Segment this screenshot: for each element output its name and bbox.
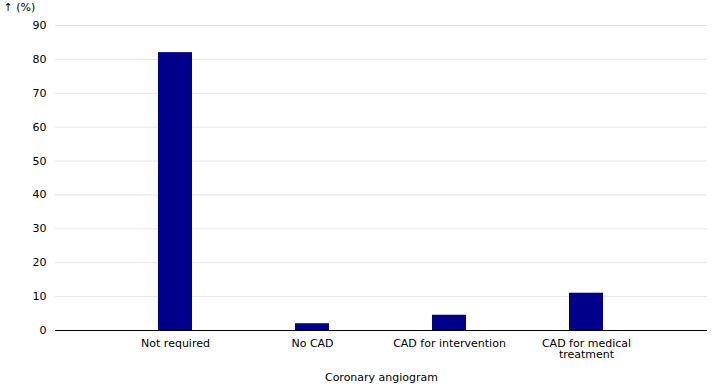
svg-text:0: 0 — [40, 324, 47, 337]
svg-text:No CAD: No CAD — [291, 337, 333, 350]
svg-text:Coronary angiogram: Coronary angiogram — [325, 371, 438, 384]
svg-text:Not required: Not required — [141, 337, 210, 350]
svg-text:80: 80 — [33, 53, 47, 66]
svg-text:90: 90 — [33, 19, 47, 32]
svg-text:40: 40 — [33, 188, 47, 201]
svg-text:↑ (%): ↑ (%) — [4, 1, 36, 14]
svg-text:CAD for medicaltreatment: CAD for medicaltreatment — [542, 337, 631, 361]
svg-text:70: 70 — [33, 87, 47, 100]
svg-text:10: 10 — [33, 290, 47, 303]
svg-text:30: 30 — [33, 222, 47, 235]
svg-text:CAD for intervention: CAD for intervention — [393, 337, 506, 350]
svg-text:50: 50 — [33, 155, 47, 168]
svg-text:20: 20 — [33, 256, 47, 269]
svg-text:60: 60 — [33, 121, 47, 134]
